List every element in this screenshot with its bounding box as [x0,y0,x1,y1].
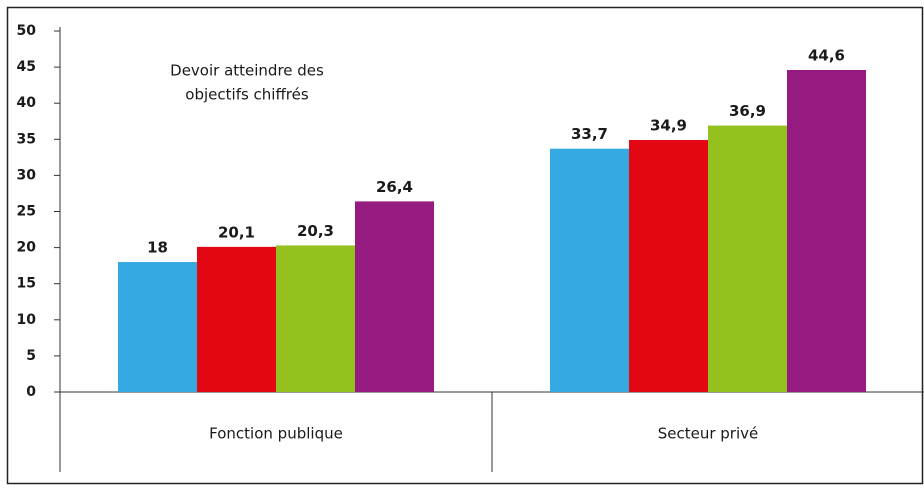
y-tick-label: 50 [17,23,37,39]
y-tick-label: 10 [17,312,37,328]
annotation: objectifs chiffrés [185,86,309,104]
value-label: 20,3 [297,222,334,240]
bar [355,201,434,392]
y-tick-label: 25 [17,204,36,220]
bar [197,246,276,392]
value-label: 34,9 [650,117,687,135]
y-tick-label: 20 [17,240,37,256]
bar [276,245,355,392]
bar [118,262,197,392]
bar [708,125,787,392]
y-tick-label: 35 [17,131,36,147]
y-tick-label: 5 [26,348,36,364]
annotation-box [133,52,361,106]
y-tick-label: 45 [17,59,36,75]
value-label: 33,7 [571,125,608,143]
x-tick-label: Secteur privé [658,425,759,443]
y-tick-label: 15 [17,276,36,292]
bar [550,148,629,392]
annotation: Devoir atteindre des [170,62,324,80]
y-tick-label: 40 [17,95,37,111]
y-tick-label: 0 [26,384,36,400]
value-label: 20,1 [218,223,255,241]
x-tick-label: Fonction publique [209,425,343,443]
y-tick-label: 30 [17,167,37,183]
value-label: 44,6 [808,46,845,64]
bar [787,69,866,392]
value-label: 36,9 [729,102,766,120]
bar [629,140,708,392]
value-label: 26,4 [376,178,413,196]
value-label: 18 [147,239,168,257]
